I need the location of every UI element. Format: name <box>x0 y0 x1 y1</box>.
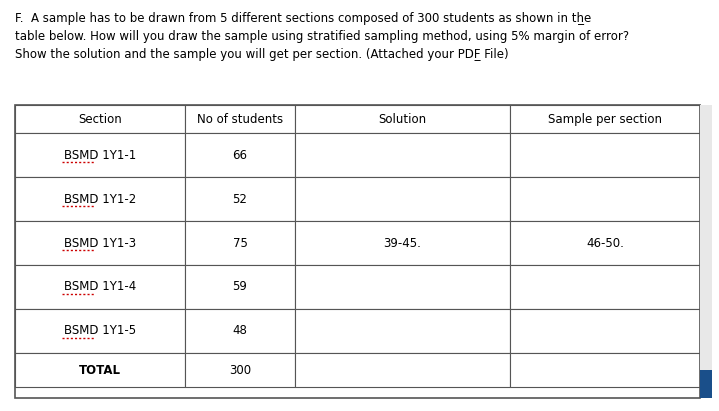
Text: Show the solution and the sample you will get per section. (Attached your PDF̲ F: Show the solution and the sample you wil… <box>15 48 508 61</box>
Bar <box>185 353 295 387</box>
Bar <box>15 265 185 309</box>
Bar <box>15 353 185 387</box>
Text: 52: 52 <box>232 192 247 206</box>
Text: 300: 300 <box>229 363 251 376</box>
Bar <box>510 221 700 265</box>
Bar <box>15 105 185 133</box>
Bar <box>295 105 510 133</box>
Text: Section: Section <box>78 113 122 125</box>
Bar <box>295 221 510 265</box>
Bar <box>15 221 185 265</box>
Bar <box>295 265 510 309</box>
Bar <box>295 133 510 177</box>
Text: 39-45.: 39-45. <box>383 236 421 249</box>
Text: BSMD 1Y1-1: BSMD 1Y1-1 <box>64 148 136 162</box>
Bar <box>15 105 700 398</box>
Bar <box>700 370 712 398</box>
Text: table below. How will you draw the sample using stratified sampling method, usin: table below. How will you draw the sampl… <box>15 30 629 43</box>
Text: 75: 75 <box>232 236 247 249</box>
Text: No of students: No of students <box>197 113 283 125</box>
Text: BSMD 1Y1-4: BSMD 1Y1-4 <box>64 280 136 293</box>
Bar <box>185 105 295 133</box>
Text: Solution: Solution <box>378 113 426 125</box>
Bar <box>15 309 185 353</box>
Text: TOTAL: TOTAL <box>79 363 121 376</box>
Bar <box>295 177 510 221</box>
Bar <box>185 265 295 309</box>
Text: BSMD 1Y1-2: BSMD 1Y1-2 <box>64 192 136 206</box>
Bar <box>510 177 700 221</box>
Bar <box>510 133 700 177</box>
Bar <box>185 177 295 221</box>
Bar <box>510 309 700 353</box>
Text: 59: 59 <box>232 280 247 293</box>
Text: 66: 66 <box>232 148 247 162</box>
Text: F.  A sample has to be drawn from 5 different sections composed of 300 students : F. A sample has to be drawn from 5 diffe… <box>15 12 591 25</box>
Bar <box>700 105 712 398</box>
Text: BSMD 1Y1-5: BSMD 1Y1-5 <box>64 325 136 337</box>
Bar <box>510 265 700 309</box>
Bar <box>295 353 510 387</box>
Bar <box>185 133 295 177</box>
Text: 48: 48 <box>232 325 247 337</box>
Text: Sample per section: Sample per section <box>548 113 662 125</box>
Bar <box>185 221 295 265</box>
Text: BSMD 1Y1-3: BSMD 1Y1-3 <box>64 236 136 249</box>
Bar <box>295 309 510 353</box>
Bar <box>185 309 295 353</box>
Bar <box>510 353 700 387</box>
Bar <box>15 133 185 177</box>
Bar <box>15 177 185 221</box>
Bar <box>510 105 700 133</box>
Text: 46-50.: 46-50. <box>586 236 624 249</box>
